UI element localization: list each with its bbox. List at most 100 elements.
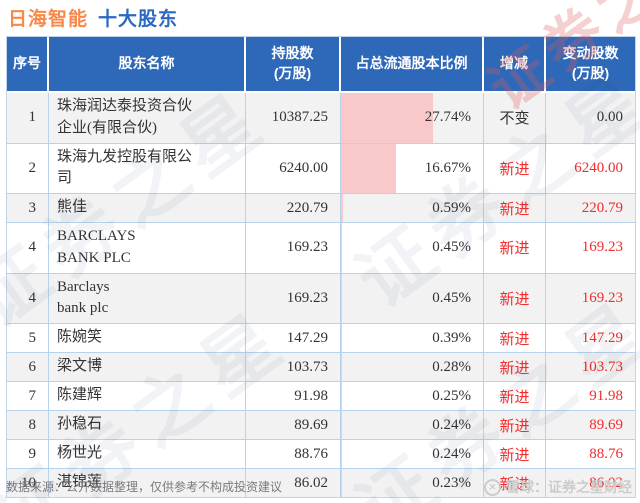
cell-change-type: 新进 bbox=[484, 382, 546, 410]
cell-rank: 5 bbox=[7, 324, 49, 352]
percent-bar bbox=[341, 93, 433, 143]
column-header-2: 持股数 (万股) bbox=[246, 37, 341, 91]
percent-value: 0.24% bbox=[432, 445, 471, 462]
cell-percent: 0.45% bbox=[341, 223, 484, 273]
cell-percent: 0.24% bbox=[341, 440, 484, 468]
cell-change-type: 新进 bbox=[484, 440, 546, 468]
cell-change-type: 新进 bbox=[484, 273, 546, 323]
table-header-row: 序号 股东名称 持股数 (万股) 占总流通股本比例 增减 变动股数 (万股) bbox=[7, 37, 635, 93]
page-title: 日海智能 十大股东 bbox=[8, 4, 178, 31]
cell-percent: 0.28% bbox=[341, 353, 484, 381]
percent-bar bbox=[341, 440, 342, 468]
cell-shares-held: 10387.25 bbox=[246, 93, 341, 143]
percent-bar bbox=[341, 143, 397, 193]
cell-shares-held: 147.29 bbox=[246, 324, 341, 352]
data-source-note: 数据来源：公开数据整理，仅供参考不构成投资建议 bbox=[6, 480, 283, 494]
table-row: 7 陈建辉 91.98 0.25% 新进 91.98 bbox=[7, 382, 635, 411]
cell-shares-held: 220.79 bbox=[246, 194, 341, 222]
percent-value: 0.59% bbox=[432, 199, 471, 216]
cell-percent: 0.39% bbox=[341, 324, 484, 352]
percent-bar bbox=[341, 324, 343, 352]
cell-rank: 4 bbox=[7, 273, 49, 323]
cell-change-type: 新进 bbox=[484, 353, 546, 381]
shareholders-table: 序号 股东名称 持股数 (万股) 占总流通股本比例 增减 变动股数 (万股) 1 珠海润达泰… bbox=[6, 36, 636, 498]
table-row: 9 杨世光 88.76 0.24% 新进 88.76 bbox=[7, 440, 635, 469]
cell-shareholder-name: Barclays bank plc bbox=[49, 273, 246, 323]
cell-shareholder-name: 熊佳 bbox=[49, 194, 246, 222]
cell-shareholder-name: 杨世光 bbox=[49, 440, 246, 468]
cell-shareholder-name: 湛锦莲 bbox=[49, 469, 246, 497]
column-header-5: 变动股数 (万股) bbox=[546, 37, 635, 91]
cell-percent: 0.25% bbox=[341, 382, 484, 410]
cell-shareholder-name: 陈婉笑 bbox=[49, 324, 246, 352]
cell-rank: 6 bbox=[7, 353, 49, 381]
cell-rank: 8 bbox=[7, 411, 49, 439]
cell-percent: 0.24% bbox=[341, 411, 484, 439]
cell-shares-held: 91.98 bbox=[246, 382, 341, 410]
table-row: 5 陈婉笑 147.29 0.39% 新进 147.29 bbox=[7, 324, 635, 353]
stock-name: 日海智能 bbox=[8, 9, 89, 30]
cell-change-shares: 86.02 bbox=[589, 474, 623, 491]
percent-bar bbox=[341, 223, 343, 273]
cell-shares-held: 103.73 bbox=[246, 353, 341, 381]
cell-change-type: 新进 bbox=[484, 324, 546, 352]
percent-value: 16.67% bbox=[424, 159, 471, 176]
table-row: 4 Barclays bank plc 169.23 0.45% 新进 169.23 bbox=[7, 273, 635, 324]
percent-bar bbox=[341, 273, 343, 323]
cell-change-type: 新进 bbox=[484, 411, 546, 439]
cell-change-shares: 0.00 bbox=[596, 109, 623, 126]
cell-percent: 16.67% bbox=[341, 143, 484, 193]
column-header-1: 股东名称 bbox=[49, 37, 246, 91]
cell-percent: 0.45% bbox=[341, 273, 484, 323]
percent-value: 0.45% bbox=[432, 289, 471, 306]
cell-shares-held: 169.23 bbox=[246, 273, 341, 323]
cell-shares-held: 6240.00 bbox=[246, 143, 341, 193]
table-row: 10 湛锦莲 86.02 0.23% 新进 86.02 bbox=[7, 469, 635, 497]
cell-shares-held: 89.69 bbox=[246, 411, 341, 439]
cell-shareholder-name: 孙稳石 bbox=[49, 411, 246, 439]
percent-value: 27.74% bbox=[424, 109, 471, 126]
cell-percent: 27.74% bbox=[341, 93, 484, 143]
table-body: 1 珠海润达泰投资合伙 企业(有限合伙) 10387.25 27.74% 不变 0.00 2… bbox=[7, 93, 635, 497]
cell-change-type: 新进 bbox=[484, 194, 546, 222]
percent-bar bbox=[341, 382, 342, 410]
brand-footer: ✕ 雪球：证券之星财经 bbox=[484, 477, 632, 497]
table-row: 6 梁文博 103.73 0.28% 新进 103.73 bbox=[7, 353, 635, 382]
column-header-3: 占总流通股本比例 bbox=[341, 37, 484, 91]
cell-change-type: 不变 bbox=[484, 93, 546, 143]
cell-change-shares: 220.79 bbox=[581, 199, 623, 216]
cell-change-shares: 169.23 bbox=[581, 239, 623, 256]
cell-change-type: 新进 bbox=[484, 469, 546, 497]
cell-percent: 0.59% bbox=[341, 194, 484, 222]
cell-shareholder-name: 珠海九发控股有限公 司 bbox=[49, 143, 246, 193]
cell-change-type: 新进 bbox=[484, 143, 546, 193]
column-header-0: 序号 bbox=[7, 37, 49, 91]
percent-value: 0.45% bbox=[432, 239, 471, 256]
percent-value: 0.24% bbox=[432, 416, 471, 433]
percent-value: 0.39% bbox=[432, 329, 471, 346]
cell-change-shares: 103.73 bbox=[581, 358, 623, 375]
cell-shares-held: 86.02 bbox=[246, 469, 341, 497]
cell-shareholder-name: 珠海润达泰投资合伙 企业(有限合伙) bbox=[49, 93, 246, 143]
cell-shares-held: 169.23 bbox=[246, 223, 341, 273]
table-row: 2 珠海九发控股有限公 司 6240.00 16.67% 新进 6240.00 bbox=[7, 143, 635, 194]
table-row: 3 熊佳 220.79 0.59% 新进 220.79 bbox=[7, 194, 635, 223]
cell-rank: 10 bbox=[7, 469, 49, 497]
cell-change-type: 新进 bbox=[484, 223, 546, 273]
table-row: 4 BARCLAYS BANK PLC 169.23 0.45% 新进 169.23 bbox=[7, 223, 635, 274]
cell-change-shares: 147.29 bbox=[581, 329, 623, 346]
cell-change-shares: 89.69 bbox=[589, 416, 623, 433]
cell-rank: 9 bbox=[7, 440, 49, 468]
percent-bar bbox=[341, 411, 342, 439]
cell-rank: 4 bbox=[7, 223, 49, 273]
cell-shareholder-name: 陈建辉 bbox=[49, 382, 246, 410]
cell-rank: 7 bbox=[7, 382, 49, 410]
brand-text: 雪球：证券之星财经 bbox=[506, 479, 632, 495]
table-row: 1 珠海润达泰投资合伙 企业(有限合伙) 10387.25 27.74% 不变 0.00 bbox=[7, 93, 635, 144]
cell-change-shares: 91.98 bbox=[589, 387, 623, 404]
cell-change-shares: 88.76 bbox=[589, 445, 623, 462]
cell-shareholder-name: 梁文博 bbox=[49, 353, 246, 381]
percent-value: 0.25% bbox=[432, 387, 471, 404]
percent-value: 0.23% bbox=[432, 474, 471, 491]
